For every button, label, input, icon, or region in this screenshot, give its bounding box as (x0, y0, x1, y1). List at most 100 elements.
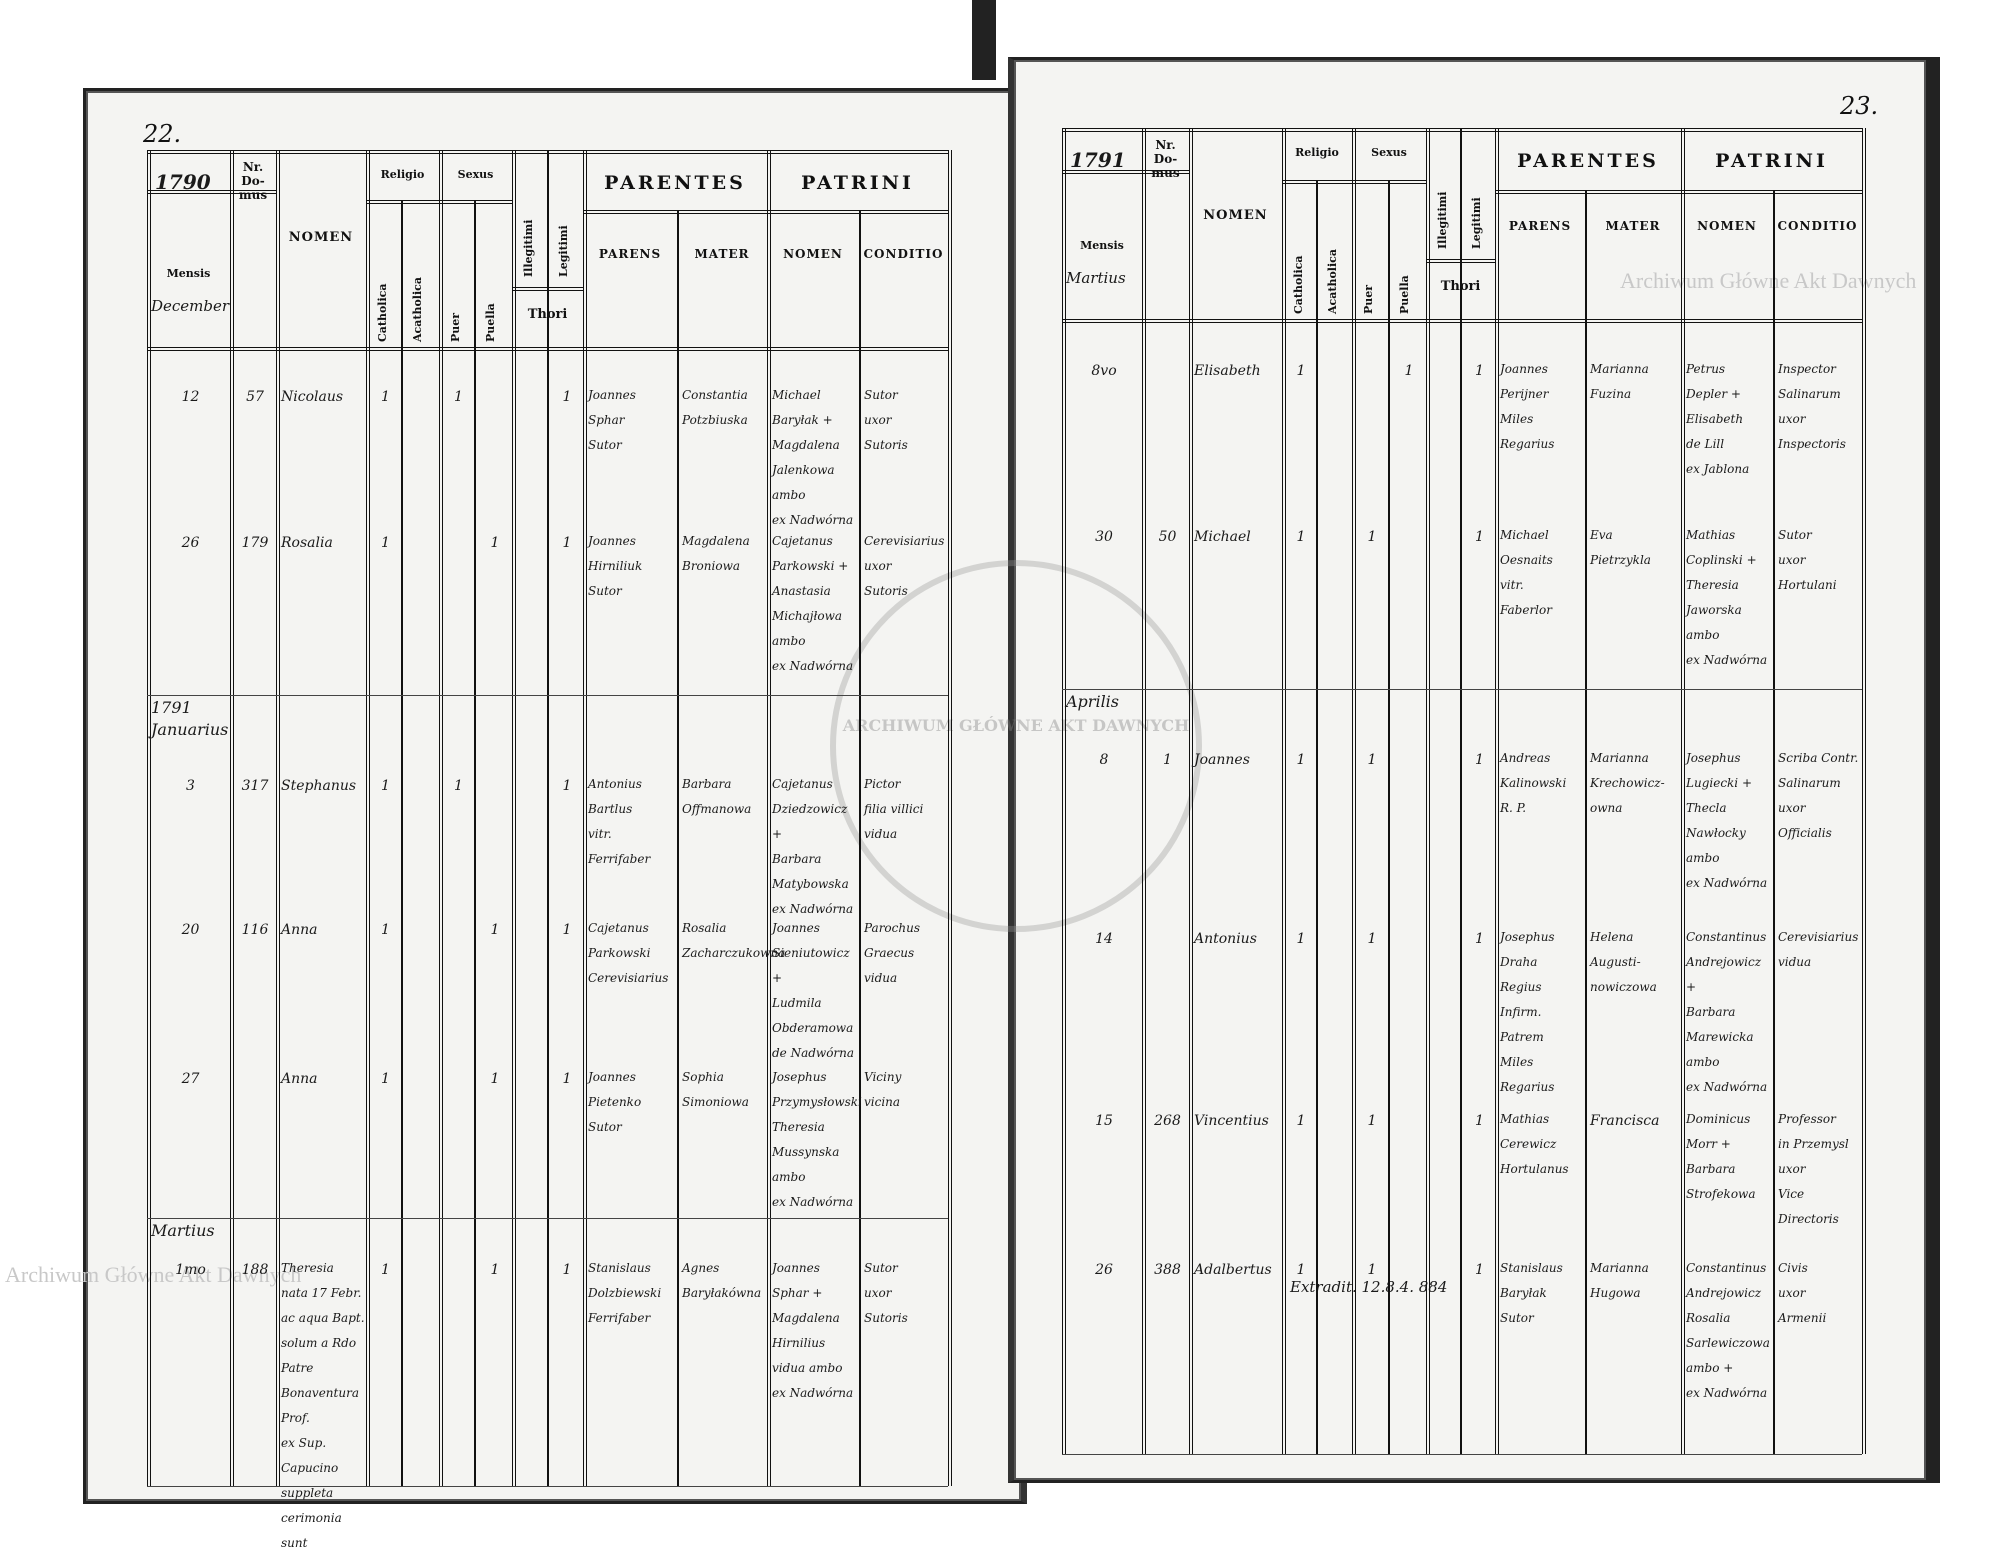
entry-conditio: Civis uxor Armenii (1778, 1261, 1827, 1325)
entry-parens: Andreas Kalinowski R. P. (1500, 751, 1567, 815)
entry-day: 30 (1095, 529, 1113, 545)
column-rule (1316, 180, 1318, 1454)
year: 1791 (1070, 148, 1126, 172)
column-rule (1352, 128, 1356, 1454)
column-rule (1862, 128, 1866, 1454)
column-rule (859, 210, 861, 1486)
entry-patrini: Cajetanus Parkowski + Anastasia Michajło… (772, 534, 854, 673)
entry-conditio: Viciny vicina (864, 1070, 902, 1109)
entry-puer: 1 (1367, 529, 1377, 545)
watermark: Archiwum Główne Akt Dawnych (5, 1262, 302, 1287)
entry-nomen: Adalbertus (1194, 1262, 1272, 1278)
thori-rule (512, 287, 583, 291)
entry-domus: 317 (241, 778, 269, 794)
entry-leg: 1 (1475, 931, 1484, 947)
patrini-header: PATRINI (801, 172, 914, 194)
entry-patrini: Joannes Sphar + Magdalena Hirnilius vidu… (772, 1261, 854, 1400)
column-rule (767, 150, 771, 1486)
entry-leg: 1 (562, 1071, 572, 1087)
entry-patrini: Constantinus Andrejowicz Rosalia Sarlewi… (1686, 1261, 1770, 1400)
watermark: Archiwum Główne Akt Dawnych (1620, 268, 1917, 293)
column-rule (147, 150, 151, 1486)
entry-cath: 1 (381, 1071, 390, 1087)
entry-puer: 1 (454, 778, 463, 794)
entry-nomen: Vincentius (1194, 1113, 1269, 1129)
entry-nomen: Anna (281, 922, 318, 938)
religio-header: Religio (1295, 146, 1339, 159)
entry-day: 14 (1095, 931, 1113, 947)
entry-nomen: Nicolaus (281, 389, 344, 405)
parentes-header: PARENTES (1517, 150, 1659, 172)
entry-puer: 1 (454, 389, 463, 405)
religio-header: Religio (380, 168, 425, 181)
entry-conditio: Inspector Salinarum uxor Inspectoris (1778, 362, 1846, 451)
mensis-header: Mensis (1080, 239, 1124, 252)
nr-domus-header: Nr. Do- mus (1151, 138, 1180, 180)
acatholica-header: Acatholica (1326, 249, 1339, 314)
column-rule (439, 150, 443, 1486)
entry-domus: 1 (1163, 752, 1172, 768)
entry-puella: 1 (490, 1071, 500, 1087)
entry-day: 26 (1095, 1262, 1113, 1278)
column-rule (1062, 128, 1066, 1454)
nomen-header: NOMEN (288, 230, 354, 245)
entry-mater: Marianna Krechowicz- owna (1590, 751, 1665, 815)
entry-day: 26 (181, 535, 200, 551)
table-header-rule (1062, 319, 1862, 323)
entry-conditio: Sutor uxor Sutoris (864, 388, 908, 452)
entry-leg: 1 (1475, 529, 1484, 545)
entry-cath: 1 (1296, 1262, 1306, 1278)
column-rule (1142, 128, 1146, 1454)
entry-day: 15 (1095, 1113, 1113, 1129)
column-rule (276, 150, 280, 1486)
entry-day: 20 (181, 922, 200, 938)
column-rule (1495, 128, 1499, 1454)
month: Martius (1066, 269, 1126, 287)
legitimi-header: Legitimi (1470, 197, 1483, 249)
entry-parens: Stanislaus Dolzbiewski Ferrifaber (588, 1261, 662, 1325)
entry-mater: Marianna Fuzina (1590, 362, 1649, 401)
entry-nomen: Stephanus (281, 778, 357, 794)
entry-leg: 1 (562, 535, 572, 551)
entry-cath: 1 (1296, 363, 1306, 379)
puella-header: Puella (484, 303, 497, 342)
entry-domus: 57 (246, 389, 264, 405)
entry-day: 12 (181, 389, 200, 405)
entry-conditio: Scriba Contr. Salinarum uxor Officialis (1778, 751, 1859, 840)
entry-conditio: Sutor uxor Hortulani (1778, 528, 1837, 592)
entry-puer: 1 (1367, 752, 1377, 768)
column-rule (512, 150, 516, 1486)
entry-cath: 1 (381, 1262, 390, 1278)
illegitimi-header: Illegitimi (522, 219, 535, 277)
entry-cath: 1 (1296, 529, 1306, 545)
section-label: Martius (151, 1221, 215, 1240)
table-bottom-rule (1062, 1454, 1862, 1455)
parentes-patrini-rule (583, 210, 948, 214)
entry-mater: Constantia Potzbiuska (682, 388, 748, 427)
entry-day: 1mo (175, 1262, 206, 1278)
entry-leg: 1 (1475, 1113, 1484, 1129)
column-rule (1388, 180, 1390, 1454)
column-rule (1773, 190, 1775, 1454)
entry-patrini: Constantinus Andrejowicz + Barbara Marew… (1686, 930, 1768, 1094)
mensis-header: Mensis (166, 267, 211, 280)
conditio-header: CONDITIO (863, 247, 944, 261)
column-rule (547, 150, 549, 1486)
entry-puella: 1 (1404, 363, 1414, 379)
entry-conditio: Parochus Graecus vidua (864, 921, 920, 985)
table-bottom-rule (147, 1486, 948, 1487)
entry-mater: Francisca (1590, 1113, 1660, 1129)
entry-puella: 1 (490, 922, 500, 938)
entry-leg: 1 (562, 922, 572, 938)
entry-parens: Stanislaus Baryłak Sutor (1500, 1261, 1563, 1325)
entry-patrini: Mathias Coplinski + Theresia Jaworska am… (1686, 528, 1768, 667)
year: 1790 (155, 170, 211, 194)
entry-day: 8vo (1091, 363, 1117, 379)
column-rule (583, 150, 587, 1486)
archive-seal-stamp: ARCHIWUM GŁÓWNE AKT DAWNYCH (830, 560, 1202, 932)
entry-mater: Magdalena Broniowa (682, 534, 750, 573)
section-divider (1062, 689, 1862, 690)
column-rule (1460, 128, 1462, 1454)
entry-nomen: Joannes (1194, 752, 1250, 768)
entry-parens: Joannes Pietenko Sutor (588, 1070, 642, 1134)
